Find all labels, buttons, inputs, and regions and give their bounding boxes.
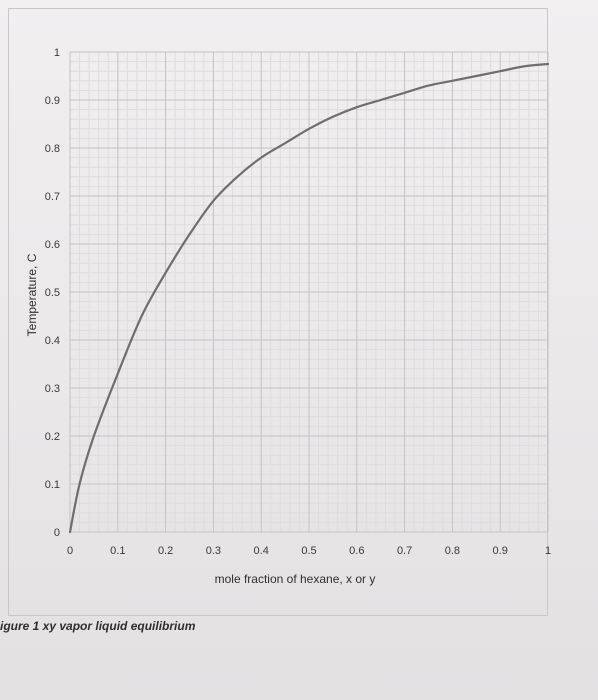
series-layer	[68, 62, 550, 534]
x-tick-label: 0.3	[206, 545, 221, 557]
x-tick-label: 0.5	[301, 545, 316, 557]
major-gridlines	[69, 51, 549, 533]
x-tick-label: 0.7	[397, 545, 412, 557]
y-tick-label: 0.9	[45, 95, 60, 107]
x-tick-label: 0.6	[349, 545, 364, 557]
y-tick-label: 0.2	[45, 431, 60, 443]
x-tick-label: 0.1	[110, 545, 125, 557]
x-tick-label: 0.4	[254, 545, 269, 557]
y-tick-label: 0.6	[45, 239, 60, 251]
y-tick-label: 0	[54, 527, 60, 539]
x-tick-labels: 0 0.1 0.2 0.3 0.4 0.5 0.6 0.7 0.8 0.9 1	[67, 545, 551, 557]
x-tick-label: 1	[545, 545, 551, 557]
y-tick-label: 0.8	[45, 143, 60, 155]
x-tick-label: 0	[67, 545, 73, 557]
x-tick-label: 0.2	[158, 545, 173, 557]
y-tick-label: 0.1	[45, 479, 60, 491]
figure-caption: igure 1 xy vapor liquid equilibrium	[0, 619, 196, 633]
x-tick-label: 0.9	[493, 545, 508, 557]
x-tick-label: 0.8	[445, 545, 460, 557]
x-axis-label: mole fraction of hexane, x or y	[215, 572, 376, 586]
y-tick-label: 1	[54, 47, 60, 59]
y-tick-label: 0.7	[45, 191, 60, 203]
y-tick-label: 0.4	[45, 335, 60, 347]
y-axis-label: Temperature, C	[25, 253, 39, 336]
series-line	[68, 62, 550, 534]
y-tick-label: 0.3	[45, 383, 60, 395]
y-tick-label: 0.5	[45, 287, 60, 299]
y-tick-labels: 0 0.1 0.2 0.3 0.4 0.5 0.6 0.7 0.8 0.9 1	[45, 47, 60, 539]
